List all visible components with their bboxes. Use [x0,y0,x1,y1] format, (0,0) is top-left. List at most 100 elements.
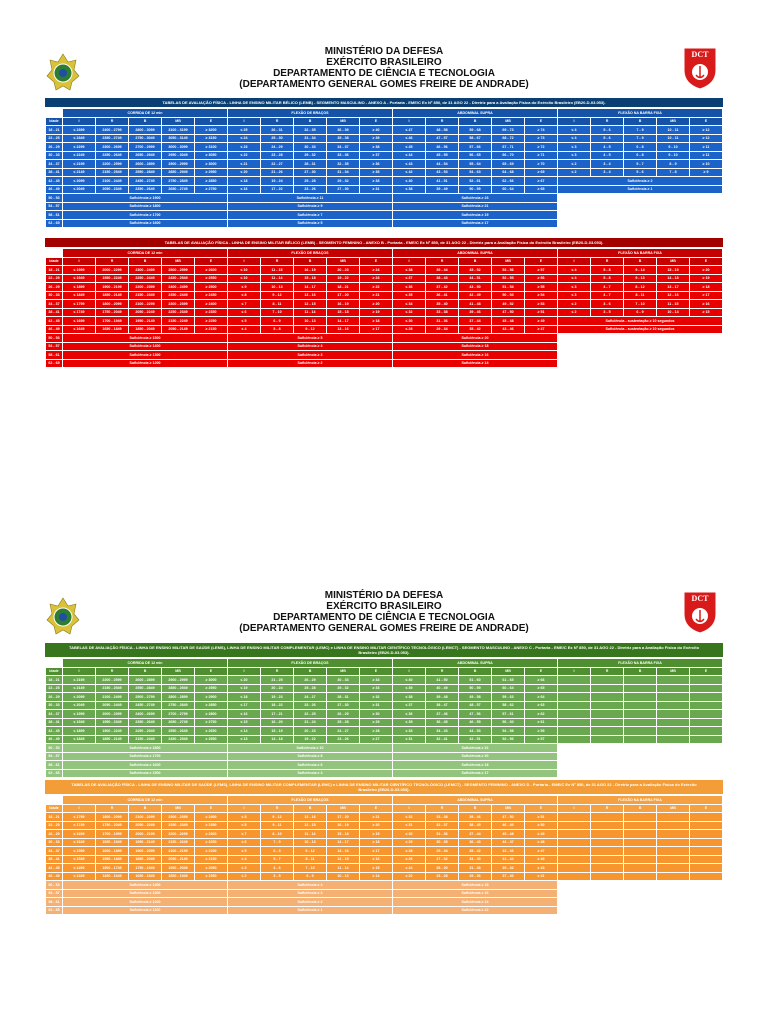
value-cell: 2150 - 2249 [162,317,194,325]
empty-cell [657,727,689,735]
empty-cell [624,872,656,880]
grade-header: R [96,804,128,812]
value-cell: ≤ 5 [228,847,260,855]
note-cell: Suficiência ≥ 19 [393,211,557,219]
table-body: CORRIDA DE 12 min FLEXÃO DE BRAÇOS ABDOMIN… [46,109,722,227]
empty-cell [690,864,722,872]
grade-header: MB [657,804,689,812]
grade-header: E [360,257,392,265]
value-cell: ≥ 31 [360,185,392,193]
value-cell: ≤ 1699 [63,317,95,325]
age-cell: 50 - 53 [46,881,62,889]
note-cell: Suficiência ≥ 1400 [63,342,227,350]
value-cell: ≥ 2850 [195,177,227,185]
value-cell: 2200 - 2599 [96,676,128,684]
empty-cell [690,676,722,684]
empty-cell [591,830,623,838]
value-cell: ≥ 2350 [195,308,227,316]
value-cell: 12 - 15 [327,855,359,863]
data-row: 46 - 49 ≤ 1849 1850 - 2149 2150 - 2449 2450 … [46,735,722,743]
empty-cell [591,727,623,735]
value-cell: 25 - 28 [327,718,359,726]
value-cell: ≥ 41 [525,872,557,880]
grade-header: I [228,667,260,675]
note-cell: Suficiência ≥ 1 [558,185,722,193]
value-cell: 13 - 17 [657,283,689,291]
data-row: 38 - 41 ≤ 1949 1950 - 2349 2350 - 2649 2650 … [46,718,722,726]
age-cell: 54 - 57 [46,342,62,350]
value-cell: ≤ 1949 [63,718,95,726]
value-cell: ≤ 3 [228,864,260,872]
empty-cell [558,701,590,709]
grade-header: E [525,257,557,265]
value-cell: 2700 - 2799 [162,710,194,718]
value-cell: ≤ 4 [228,855,260,863]
value-cell: ≥ 15 [690,308,722,316]
age-cell: 26 - 29 [46,693,62,701]
value-cell: 2550 - 2649 [162,727,194,735]
value-cell: 39 - 48 [426,693,458,701]
value-cell: ≥ 19 [690,274,722,282]
value-cell: ≥ 2650 [195,727,227,735]
grade-header: E [690,667,722,675]
value-cell: ≥ 20 [360,300,392,308]
value-cell: 4 - 5 [591,151,623,159]
note-cell: Suficiência - sustentação ≥ 10 segundos [558,325,722,333]
value-cell: ≥ 2950 [195,168,227,176]
value-cell: ≥ 54 [525,291,557,299]
value-cell: ≥ 3050 [195,151,227,159]
group-header: FLEXÃO DE BRAÇOS [228,659,392,667]
data-row: 22 - 25 ≤ 1749 1750 - 2049 2050 - 2249 2250 … [46,821,722,829]
empty-cell [657,813,689,821]
value-cell: 2500 - 2599 [162,266,194,274]
grade-header: MB [162,257,194,265]
table: CORRIDA DE 12 min FLEXÃO DE BRAÇOS ABDOMIN… [45,658,723,778]
grade-header: E [195,804,227,812]
shield-badge: DCT [692,50,710,59]
value-cell: ≤ 22 [393,872,425,880]
value-cell: ≤ 10 [228,266,260,274]
value-cell: 16 - 20 [261,718,293,726]
grade-header: I [558,667,590,675]
value-cell: 35 - 38 [327,134,359,142]
age-cell: 22 - 25 [46,821,62,829]
age-cell: 26 - 29 [46,143,62,151]
empty-cell [624,701,656,709]
table-body: CORRIDA DE 12 min FLEXÃO DE BRAÇOS ABDOMIN… [46,659,722,777]
value-cell: ≥ 27 [360,735,392,743]
value-cell: 42 - 51 [459,735,491,743]
empty-cell [558,847,590,855]
value-cell: 19 - 22 [294,735,326,743]
value-cell: 53 - 56 [492,266,524,274]
value-cell: ≥ 2900 [195,693,227,701]
grade-header: MB [162,667,194,675]
empty-cell [690,693,722,701]
data-row: 30 - 33 ≤ 1649 1650 - 1949 1950 - 2149 2150 … [46,838,722,846]
data-row: 22 - 25 ≤ 2149 2150 - 2549 2550 - 2849 2850 … [46,684,722,692]
value-cell: 47 - 50 [492,813,524,821]
value-cell: 21 - 24 [294,718,326,726]
value-cell: ≤ 33 [393,727,425,735]
age-header: Idade [46,257,62,265]
value-cell: ≤ 38 [393,266,425,274]
empty-cell [624,718,656,726]
note-cell: Suficiência ≥ 17 [393,769,557,777]
value-cell: 64 - 68 [492,168,524,176]
value-cell: ≥ 3100 [195,143,227,151]
value-cell: 5 - 6 [624,168,656,176]
emblem-center [59,613,67,621]
value-cell: 16 - 19 [327,300,359,308]
empty-cell [657,872,689,880]
data-row: 18 - 21 ≤ 1799 1800 - 2099 2100 - 2299 2300 … [46,813,722,821]
value-cell: ≥ 2550 [195,274,227,282]
value-cell: 41 - 50 [426,676,458,684]
grade-header: R [261,117,293,125]
value-cell: 2200 - 2599 [96,160,128,168]
note-cell: Suficiência ≥ 22 [393,744,557,752]
value-cell: 35 - 42 [459,847,491,855]
grade-header: B [129,257,161,265]
data-row: 62 - 65 Suficiência ≥ 1200 Suficiência ≥ 2… [46,359,722,367]
value-cell: 2850 - 2949 [162,168,194,176]
value-cell: ≤ 20 [228,168,260,176]
group-header: CORRIDA DE 12 min [63,109,227,117]
